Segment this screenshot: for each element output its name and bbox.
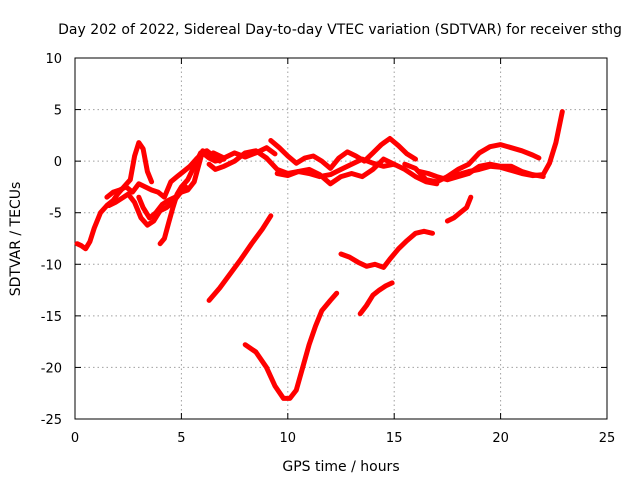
plot-frame [74, 57, 608, 420]
series-track-g [210, 145, 278, 161]
series-track-p [357, 280, 395, 317]
y-tick-label: -5 [49, 207, 62, 222]
series-track-j [402, 142, 542, 185]
series-track-n [242, 290, 340, 401]
x-axis-label: GPS time / hours [282, 459, 399, 475]
x-tick-label: 5 [177, 431, 185, 446]
y-tick-label: -25 [41, 413, 62, 428]
series-track-d [136, 148, 206, 221]
series-track-e [157, 148, 223, 247]
y-tick-label: -15 [41, 310, 62, 325]
x-tick-label: 15 [386, 431, 403, 446]
series-track-q [444, 194, 474, 224]
chart-title: Day 202 of 2022, Sidereal Day-to-day VTE… [58, 22, 622, 38]
axis-ticks: 0 5 10 15 20 25 -25 -20 -15 -10 -5 0 5 10 [41, 52, 616, 446]
series-track-i [274, 156, 397, 187]
series-track-l [444, 109, 565, 180]
series-track-m [206, 213, 274, 303]
series-track-a [74, 140, 155, 252]
y-tick-label: 0 [54, 155, 62, 170]
x-tick-label: 10 [280, 431, 297, 446]
series-track-b [104, 150, 227, 200]
x-tick-label: 0 [71, 431, 79, 446]
grid [75, 58, 607, 419]
y-tick-label: -20 [41, 361, 62, 376]
data-series [74, 109, 565, 401]
series-track-h [268, 136, 418, 171]
y-axis-label: SDTVAR / TECUs [8, 182, 24, 297]
x-tick-label: 20 [492, 431, 509, 446]
x-tick-label: 25 [599, 431, 616, 446]
y-tick-label: -10 [41, 258, 62, 273]
y-tick-label: 5 [54, 104, 62, 119]
y-tick-label: 10 [45, 52, 62, 67]
series-track-o [338, 228, 435, 270]
